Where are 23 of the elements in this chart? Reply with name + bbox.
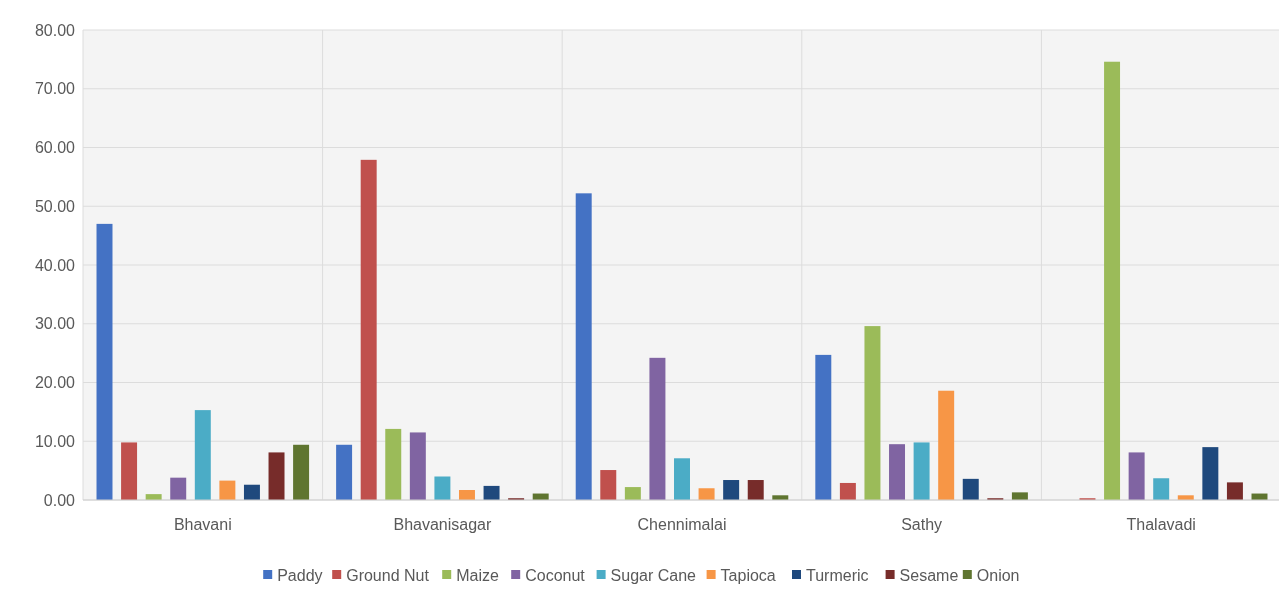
x-tick-label: Chennimalai	[637, 516, 727, 533]
y-tick-label: 40.00	[34, 256, 76, 274]
legend-label: Maize	[456, 566, 499, 584]
legend-label: Coconut	[525, 566, 586, 584]
x-tick-label: Thalavadi	[1126, 516, 1196, 533]
legend-label: Tapioca	[720, 566, 776, 584]
x-tick-label: Sathy	[901, 516, 943, 533]
legend-label: Sugar Cane	[610, 566, 697, 584]
x-tick-label: Bhavanisagar	[393, 516, 492, 533]
y-tick-label: 30.00	[34, 315, 76, 333]
y-tick-label: 70.00	[34, 80, 76, 98]
y-tick-label: 60.00	[34, 139, 76, 157]
y-tick-label: 10.00	[34, 432, 76, 450]
legend-label: Paddy	[277, 566, 323, 584]
y-tick-label: 0.00	[43, 491, 76, 509]
y-tick-label: 50.00	[34, 197, 76, 215]
legend-label: Onion	[976, 566, 1020, 584]
y-tick-label: 20.00	[34, 374, 76, 392]
y-tick-label: 80.00	[34, 21, 76, 39]
legend-label: Ground Nut	[346, 566, 430, 584]
legend-label: Sesame	[899, 566, 959, 584]
legend-label: Turmeric	[806, 566, 869, 584]
x-tick-label: Bhavani	[173, 516, 232, 533]
